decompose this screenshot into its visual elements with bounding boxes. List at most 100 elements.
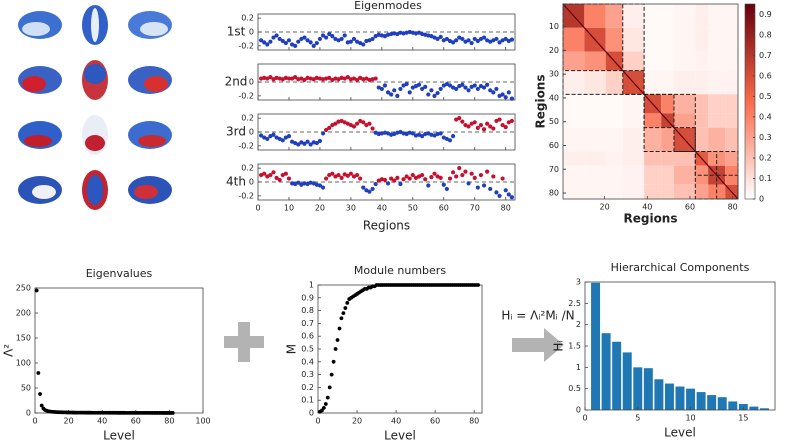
point bbox=[441, 182, 446, 187]
point bbox=[373, 76, 378, 81]
point bbox=[361, 185, 366, 190]
y-tick-label: 30 bbox=[549, 70, 559, 79]
y-tick-label: 50 bbox=[21, 384, 31, 393]
point bbox=[320, 185, 326, 190]
bar bbox=[664, 383, 674, 410]
point bbox=[503, 188, 508, 193]
point bbox=[395, 93, 400, 98]
point bbox=[337, 326, 342, 331]
point bbox=[454, 86, 459, 92]
point bbox=[323, 402, 328, 406]
heatmap-cell bbox=[673, 51, 696, 71]
point bbox=[466, 181, 471, 186]
heatmap-cell bbox=[695, 4, 709, 28]
point bbox=[454, 38, 459, 43]
point bbox=[475, 38, 480, 44]
heatmap-cell bbox=[563, 184, 585, 199]
heatmap-cell bbox=[695, 27, 709, 52]
point bbox=[494, 190, 499, 195]
point bbox=[331, 359, 336, 364]
x-tick-label: 30 bbox=[346, 204, 356, 213]
point bbox=[450, 170, 456, 175]
y-axis-label: Regions bbox=[534, 74, 548, 128]
point bbox=[265, 42, 270, 47]
x-tick-label: 5 bbox=[635, 414, 640, 423]
y-tick-label: 250 bbox=[16, 284, 31, 293]
point bbox=[447, 138, 453, 143]
point bbox=[351, 124, 357, 129]
point bbox=[317, 36, 323, 42]
x-tick-label: 100 bbox=[195, 417, 210, 426]
x-tick-label: 60 bbox=[131, 417, 141, 426]
heatmap-cell bbox=[673, 4, 696, 28]
point bbox=[432, 171, 437, 176]
bar bbox=[633, 367, 643, 410]
y-tick-label: 60 bbox=[549, 141, 559, 150]
point bbox=[444, 36, 449, 42]
point bbox=[478, 172, 484, 178]
heatmap-cell bbox=[622, 184, 645, 199]
heatmap-cell bbox=[661, 165, 674, 185]
heatmap-cell bbox=[695, 127, 709, 152]
point bbox=[466, 88, 471, 93]
heatmap-cell bbox=[584, 165, 606, 185]
bar bbox=[675, 386, 685, 410]
point bbox=[447, 176, 453, 181]
point bbox=[348, 171, 353, 176]
x-tick-label: 15 bbox=[738, 414, 748, 423]
point bbox=[389, 176, 394, 181]
chart-title: Hierarchical Components bbox=[611, 261, 750, 274]
x-axis-label: Regions bbox=[363, 219, 410, 233]
y-tick-label: -0.2 bbox=[238, 141, 254, 150]
bar bbox=[654, 379, 664, 410]
heatmap-cell bbox=[708, 94, 726, 114]
bar bbox=[707, 395, 717, 410]
diagonal bbox=[694, 151, 709, 167]
heatmap-cell bbox=[584, 51, 606, 71]
heatmap-cell bbox=[725, 113, 738, 128]
y-tick-label: 0.4 bbox=[301, 357, 314, 366]
heatmap-cell bbox=[584, 151, 606, 166]
x-tick-label: 0 bbox=[582, 414, 587, 423]
point bbox=[407, 90, 412, 95]
point bbox=[420, 86, 425, 92]
point bbox=[485, 169, 490, 174]
heatmap-cell bbox=[644, 27, 662, 52]
heatmap-cell bbox=[563, 127, 585, 152]
point bbox=[475, 86, 480, 92]
point bbox=[314, 140, 319, 146]
heatmap-cell bbox=[725, 51, 738, 71]
panel-label: 1st bbox=[227, 25, 246, 39]
point bbox=[262, 171, 267, 176]
point bbox=[435, 36, 440, 42]
point bbox=[283, 40, 288, 46]
point bbox=[503, 125, 508, 130]
point bbox=[324, 127, 329, 133]
y-tick-label: 0 bbox=[576, 406, 581, 415]
colorbar-tick-label: 0.5 bbox=[759, 92, 772, 101]
point bbox=[345, 301, 350, 305]
point bbox=[354, 121, 360, 126]
y-tick-label: 0 bbox=[249, 128, 254, 137]
point bbox=[170, 411, 175, 415]
heatmap-cell bbox=[708, 151, 726, 166]
heatmap-cell bbox=[605, 70, 623, 95]
x-tick-label: 70 bbox=[470, 204, 480, 213]
y-axis-label: M bbox=[285, 344, 299, 354]
y-tick-label: 20 bbox=[549, 46, 559, 55]
point bbox=[509, 96, 515, 101]
heatmap-cell bbox=[725, 70, 738, 95]
heatmap-cell bbox=[673, 165, 696, 185]
module-box bbox=[694, 150, 718, 176]
heatmap-cell bbox=[708, 51, 726, 71]
point bbox=[491, 90, 496, 95]
point bbox=[497, 117, 502, 122]
point bbox=[423, 84, 428, 89]
point bbox=[330, 34, 335, 39]
point bbox=[311, 43, 316, 48]
x-tick-label: 80 bbox=[728, 203, 738, 212]
point bbox=[435, 90, 440, 96]
point bbox=[472, 83, 477, 88]
chart-title: Eigenvalues bbox=[86, 267, 153, 280]
point bbox=[333, 347, 338, 351]
